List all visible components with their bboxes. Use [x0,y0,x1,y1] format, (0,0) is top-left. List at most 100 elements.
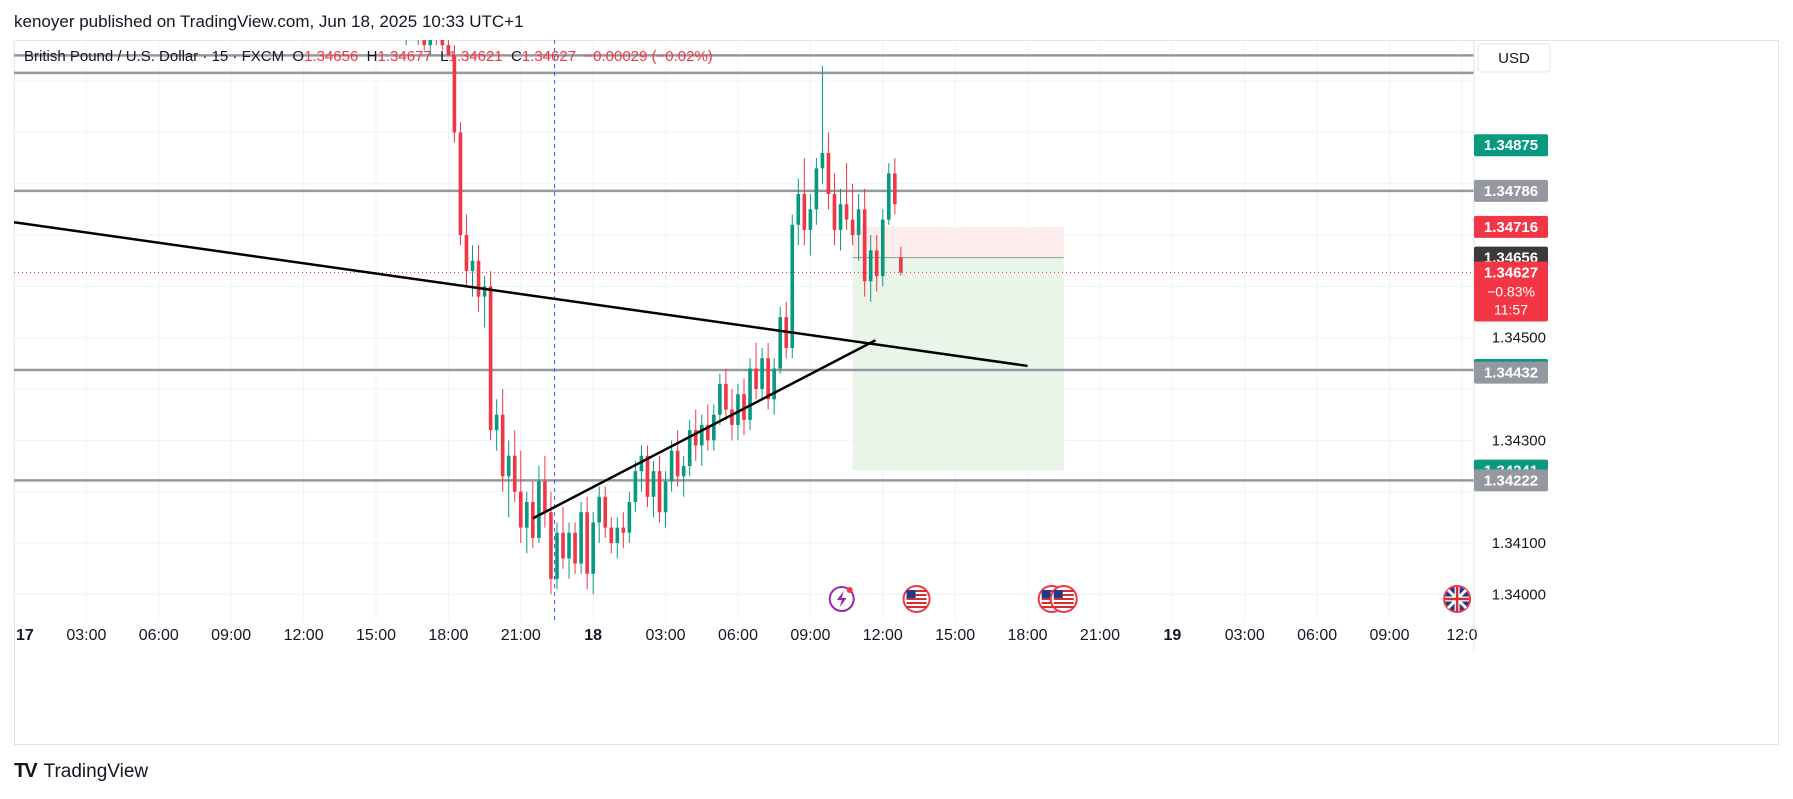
event-icons [828,585,1472,613]
us-flag-icon [1049,585,1078,613]
candle [784,301,789,359]
candle-body [796,193,801,225]
candle-body [512,455,517,492]
us-flag-stripe [1041,590,1062,592]
candle [808,193,813,256]
candle-body [886,173,891,220]
price-label-text: 1.34222 [1484,472,1538,489]
symbol-legend: British Pound / U.S. Dollar · 15 · FXCM … [24,48,713,65]
candle [820,65,825,184]
candle [482,276,487,328]
candle-body [482,286,487,297]
us-flag-stripe [1053,590,1074,592]
candle-body [452,55,457,133]
x-tick-label: 18:00 [1008,627,1048,644]
x-tick-label: 21:00 [1080,627,1120,644]
candle [724,368,728,420]
candle-body [699,424,704,446]
candle-body [826,152,831,194]
lightning-bolt [836,591,847,607]
candle-body [790,224,795,348]
candle-body [766,358,770,400]
candle-body [386,14,390,29]
us-flag-stripe [906,590,927,592]
candle [669,440,674,492]
x-tick-label: 03:00 [66,627,106,644]
candle-body [591,522,595,574]
candle-body [633,471,638,502]
candle-body [573,532,577,564]
candle-body [543,481,547,513]
us-flag-stripe [906,598,927,600]
lightning-event-icon [828,586,855,612]
candle-body [754,368,758,390]
price-label-box [1474,134,1548,157]
candle [405,40,407,46]
candle [748,358,752,431]
y-tick-label: 1.34000 [1492,586,1546,603]
candle-body [639,455,644,472]
candle-body [850,219,855,236]
candle-body [880,219,885,277]
candle [398,14,402,40]
x-tick-label: 12:00 [284,627,324,644]
candle-body [537,481,541,538]
trendline [532,339,877,520]
candle [790,214,795,359]
candle [681,455,686,497]
candle [868,235,873,302]
candle-body [814,168,819,210]
x-tick-label: 09:00 [1370,627,1410,644]
x-tick-label: 03:00 [1225,627,1265,644]
candle [579,501,583,574]
candle [814,158,819,225]
x-tick-label: 12:00 [863,627,903,644]
candle-body [899,257,903,273]
price-chart[interactable]: 17 03:00 06:00 09:00 12:00 15:00 18:00 21:00 18 0… [0,0,1793,745]
candle [826,132,831,210]
candle [838,188,843,251]
candle [778,306,783,374]
candle [380,4,384,35]
candle [657,455,662,523]
candle-body [398,25,402,35]
candle-body [392,19,396,24]
footer-brand[interactable]: TradingView [43,760,149,782]
us-flag-stripe [1041,606,1062,608]
candle-body [856,209,861,236]
plot-area [14,0,1474,620]
x-tick-label: 15:00 [935,627,975,644]
legend-part: L [440,48,448,65]
x-tick-label: 19 [1163,627,1181,644]
candle [856,193,861,261]
legend-part: 1.34656 [304,48,367,65]
candle [663,471,668,528]
candle-body [549,512,553,579]
candle-body [730,409,734,425]
candle [488,270,493,441]
tradingview-logo-icon: TV [14,760,38,782]
candle-body [718,383,722,415]
us-flag-stripe [906,602,927,604]
candle-body [621,527,626,533]
candle [742,378,746,436]
candle-body [561,532,565,559]
candle-body [705,424,710,441]
candle-body [585,512,589,574]
candle [760,347,764,400]
candle-body [778,317,783,369]
us-flag-icon [902,585,931,613]
candle [410,14,414,40]
candle [392,0,396,30]
candle-body [675,450,680,477]
us-flag-stripe [1053,602,1074,604]
candle-body [832,193,837,230]
candle [561,507,565,569]
legend-part: H [367,48,378,65]
publish-header: kenoyer published on TradingView.com, Ju… [14,12,524,31]
legend-part: −0.00029 (−0.02%) [584,48,712,65]
currency-box [1477,43,1551,73]
candle [428,40,433,56]
candle [886,163,891,225]
price-label-text: 1.34786 [1484,183,1538,200]
